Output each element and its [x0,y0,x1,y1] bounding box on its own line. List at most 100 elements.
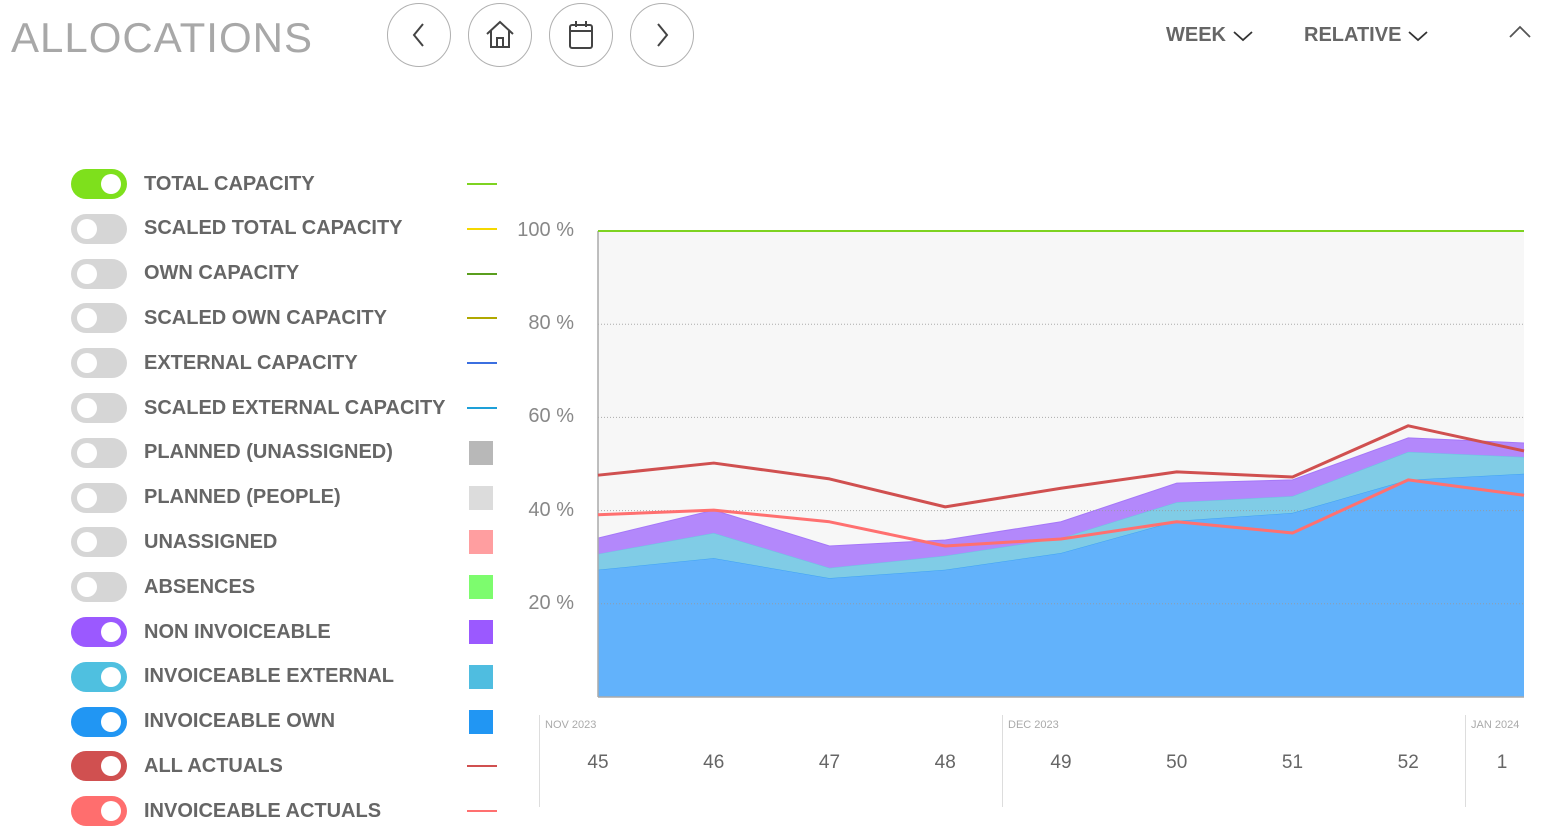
toggle-knob [77,442,97,463]
previous-button[interactable] [387,3,451,67]
toggle-knob [77,577,97,598]
chevron-down-icon [1408,30,1429,41]
legend-toggle[interactable] [71,527,127,558]
legend-toggle[interactable] [71,706,127,737]
x-tick-label: 48 [934,752,956,773]
legend-label: EXTERNAL CAPACITY [144,351,358,374]
legend-item[interactable]: PLANNED (PEOPLE) [71,482,501,513]
area-invoiceable-own [598,473,1524,697]
legend-line-marker [467,810,497,813]
legend-line-marker [467,272,497,275]
legend-line-marker [467,362,497,365]
line-invoiceable-actuals [597,478,1525,548]
chevron-left-icon [412,23,424,47]
legend-toggle[interactable] [71,348,127,379]
x-tick-label: 1 [1496,752,1508,773]
legend-label: PLANNED (UNASSIGNED) [144,441,393,464]
chevron-up-icon [1509,25,1531,38]
toggle-knob [77,218,97,239]
line-all-actuals [597,424,1525,509]
legend-toggle[interactable] [71,213,127,244]
month-separator [1002,715,1003,807]
legend-swatch [469,440,493,465]
mode-select[interactable]: RELATIVE [1304,24,1429,47]
legend-item[interactable]: INVOICEABLE OWN [71,706,501,737]
x-tick-label: 49 [1050,752,1072,773]
legend-label: TOTAL CAPACITY [144,172,315,195]
home-icon [486,20,514,48]
mode-select-value: RELATIVE [1304,24,1402,46]
legend-toggle[interactable] [71,393,127,423]
x-tick-label: 47 [818,752,841,773]
legend-item[interactable]: SCALED OWN CAPACITY [71,303,501,334]
toggle-knob [77,353,97,374]
legend-swatch [469,575,493,600]
legend-item[interactable]: SCALED TOTAL CAPACITY [71,213,501,244]
legend-item[interactable]: NON INVOICEABLE [71,617,501,647]
legend-toggle[interactable] [71,303,127,334]
toggle-knob [77,487,97,508]
legend-label: INVOICEABLE OWN [144,710,336,733]
legend-label: SCALED EXTERNAL CAPACITY [144,396,446,419]
legend-item[interactable]: OWN CAPACITY [71,258,501,289]
legend-item[interactable]: UNASSIGNED [71,527,501,558]
legend-toggle[interactable] [71,169,127,199]
toggle-knob [101,666,121,687]
y-tick-label: 80 % [528,312,574,335]
legend-item[interactable]: PLANNED (UNASSIGNED) [71,437,501,468]
legend-item[interactable]: EXTERNAL CAPACITY [71,348,501,379]
period-select[interactable]: WEEK [1166,24,1254,47]
home-button[interactable] [468,3,532,67]
y-tick-label: 40 % [528,498,574,521]
month-separator [539,715,540,807]
y-tick-label: 100 % [517,219,574,241]
legend-label: ALL ACTUALS [144,754,283,777]
x-tick-label: 50 [1166,752,1188,773]
month-label: NOV 2023 [545,719,597,731]
legend-toggle[interactable] [71,437,127,468]
x-tick-label: 45 [587,752,609,773]
legend-item[interactable]: INVOICEABLE EXTERNAL [71,661,501,692]
toggle-knob [101,711,121,732]
x-tick-label: 52 [1397,752,1419,773]
legend-toggle[interactable] [71,661,127,692]
legend-toggle[interactable] [71,482,127,513]
legend-swatch [469,485,493,510]
period-select-value: WEEK [1166,24,1226,46]
legend-toggle[interactable] [71,796,127,827]
toggle-knob [77,308,97,329]
toggle-knob [101,756,121,777]
legend-item[interactable]: SCALED EXTERNAL CAPACITY [71,393,501,423]
area-non-invoiceable [598,437,1524,568]
legend-item[interactable]: ABSENCES [71,572,501,603]
toggle-knob [101,801,121,822]
month-separator [1465,715,1466,807]
legend-line-marker [467,765,497,768]
toggle-knob [101,174,121,194]
legend-toggle[interactable] [71,617,127,647]
legend-label: SCALED OWN CAPACITY [144,306,387,329]
legend-toggle[interactable] [71,258,127,289]
calendar-button[interactable] [549,3,613,67]
area-invoiceable-external [598,451,1524,579]
legend-swatch [469,530,493,555]
legend-item[interactable]: ALL ACTUALS [71,751,501,782]
next-button[interactable] [630,3,694,67]
legend-line-marker [467,317,497,320]
y-tick-label: 20 % [528,591,574,614]
month-label: JAN 2024 [1471,719,1520,731]
legend-swatch [469,709,493,734]
legend-label: INVOICEABLE ACTUALS [144,799,382,822]
legend-label: OWN CAPACITY [144,262,300,285]
legend-item[interactable]: TOTAL CAPACITY [71,169,501,199]
chevron-right-icon [657,23,669,47]
legend-toggle[interactable] [71,751,127,782]
calendar-icon [569,21,593,49]
legend-line-marker [467,407,497,409]
collapse-button[interactable] [1508,24,1532,45]
legend-item[interactable]: INVOICEABLE ACTUALS [71,796,501,827]
legend-label: ABSENCES [144,575,256,598]
toggle-knob [77,398,97,418]
legend-toggle[interactable] [71,572,127,603]
